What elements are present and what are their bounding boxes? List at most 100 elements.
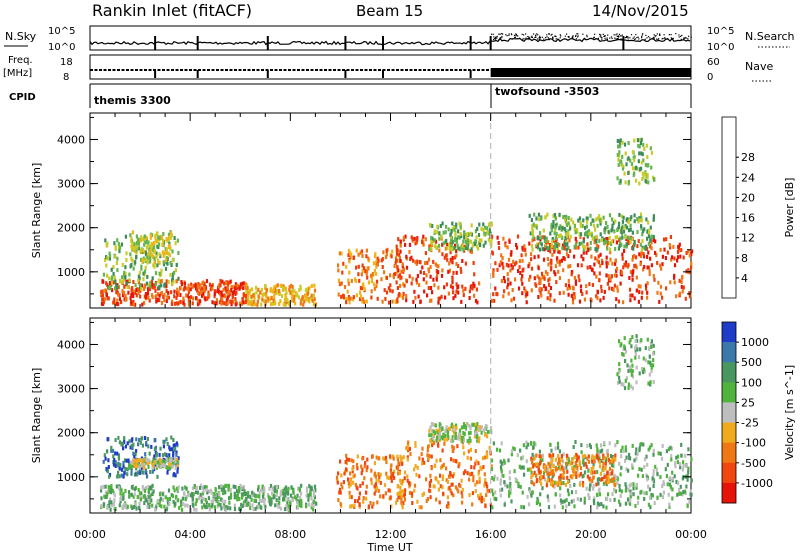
data-cell: [684, 296, 687, 301]
data-cell: [360, 464, 363, 469]
noise-search-dot: [523, 38, 525, 40]
data-cell: [208, 507, 211, 512]
data-cell: [562, 481, 565, 485]
data-cell: [165, 299, 168, 304]
data-cell: [343, 285, 347, 289]
data-cell: [282, 488, 285, 493]
data-cell: [350, 495, 353, 500]
data-cell: [580, 450, 583, 455]
data-cell: [539, 492, 542, 497]
data-cell: [370, 295, 373, 300]
data-cell: [650, 263, 653, 268]
data-cell: [247, 301, 250, 306]
data-cell: [606, 453, 609, 458]
data-cell: [535, 462, 539, 467]
data-cell: [445, 238, 448, 243]
data-cell: [691, 249, 694, 254]
data-cell: [537, 266, 540, 271]
data-cell: [627, 468, 630, 473]
data-cell: [656, 472, 659, 477]
data-cell: [454, 431, 457, 436]
data-cell: [305, 488, 309, 493]
noise-search-dot: [582, 33, 584, 35]
data-cell: [361, 254, 364, 258]
data-cell: [375, 478, 378, 483]
data-cell: [224, 505, 228, 509]
data-cell: [246, 502, 249, 507]
noise-sky-label: N.Sky: [5, 30, 37, 43]
y-tick-label: 3000: [57, 383, 85, 396]
data-cell: [678, 487, 681, 492]
data-cell: [625, 162, 628, 167]
data-cell: [580, 241, 583, 246]
data-cell: [437, 264, 440, 269]
data-cell: [547, 240, 550, 245]
data-cell: [459, 247, 462, 252]
data-cell: [599, 449, 602, 454]
data-cell: [257, 287, 260, 292]
noise-search-dot: [551, 33, 553, 35]
data-cell: [172, 438, 175, 442]
data-cell: [541, 247, 544, 252]
data-cell: [528, 241, 531, 246]
data-cell: [236, 497, 239, 502]
data-cell: [554, 216, 557, 221]
data-cell: [570, 499, 573, 504]
data-cell: [605, 221, 608, 225]
data-cell: [250, 287, 254, 292]
data-cell: [234, 297, 237, 301]
data-cell: [541, 486, 544, 491]
data-cell: [585, 232, 588, 237]
noise-search-dot: [548, 33, 550, 35]
data-cell: [603, 440, 606, 445]
data-cell: [162, 262, 166, 267]
data-cell: [455, 253, 458, 258]
data-cell: [484, 225, 487, 230]
data-cell: [195, 487, 198, 491]
data-cell: [616, 139, 619, 143]
noise-search-dot: [511, 38, 513, 40]
data-cell: [132, 299, 135, 304]
data-cell: [232, 299, 235, 304]
data-cell: [559, 473, 562, 478]
data-cell: [582, 250, 585, 255]
data-cell: [400, 497, 403, 502]
data-cell: [600, 289, 603, 293]
data-cell: [631, 335, 634, 340]
data-cell: [442, 474, 445, 479]
data-cell: [150, 444, 153, 449]
data-cell: [566, 488, 570, 493]
data-cell: [641, 239, 644, 244]
data-cell: [633, 242, 636, 247]
colorbar-tick-label: 8: [741, 252, 748, 265]
data-cell: [201, 286, 204, 291]
noise-search-dot: [531, 36, 533, 39]
noise-search-dot: [496, 37, 498, 39]
data-cell: [687, 469, 690, 474]
data-cell: [271, 301, 274, 306]
data-cell: [263, 292, 266, 297]
data-cell: [113, 493, 116, 498]
data-cell: [470, 285, 473, 290]
data-cell: [345, 300, 348, 305]
data-cell: [450, 491, 453, 496]
data-cell: [556, 466, 559, 471]
data-cell: [594, 256, 597, 261]
data-cell: [373, 268, 376, 273]
data-cell: [352, 480, 355, 485]
noise-search-dot: [637, 36, 639, 38]
data-cell: [548, 471, 551, 476]
data-cell: [247, 491, 250, 495]
data-cell: [177, 456, 180, 461]
data-cell: [173, 294, 176, 299]
data-cell: [618, 144, 621, 149]
data-cell: [127, 465, 131, 470]
data-cell: [582, 247, 585, 252]
data-cell: [149, 281, 152, 286]
data-cell: [144, 283, 147, 288]
data-cell: [600, 459, 603, 463]
data-cell: [585, 250, 588, 255]
data-cell: [415, 280, 419, 285]
data-cell: [538, 217, 541, 222]
data-cell: [139, 470, 142, 475]
